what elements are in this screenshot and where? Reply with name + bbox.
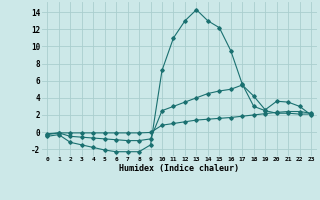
X-axis label: Humidex (Indice chaleur): Humidex (Indice chaleur) bbox=[119, 164, 239, 173]
